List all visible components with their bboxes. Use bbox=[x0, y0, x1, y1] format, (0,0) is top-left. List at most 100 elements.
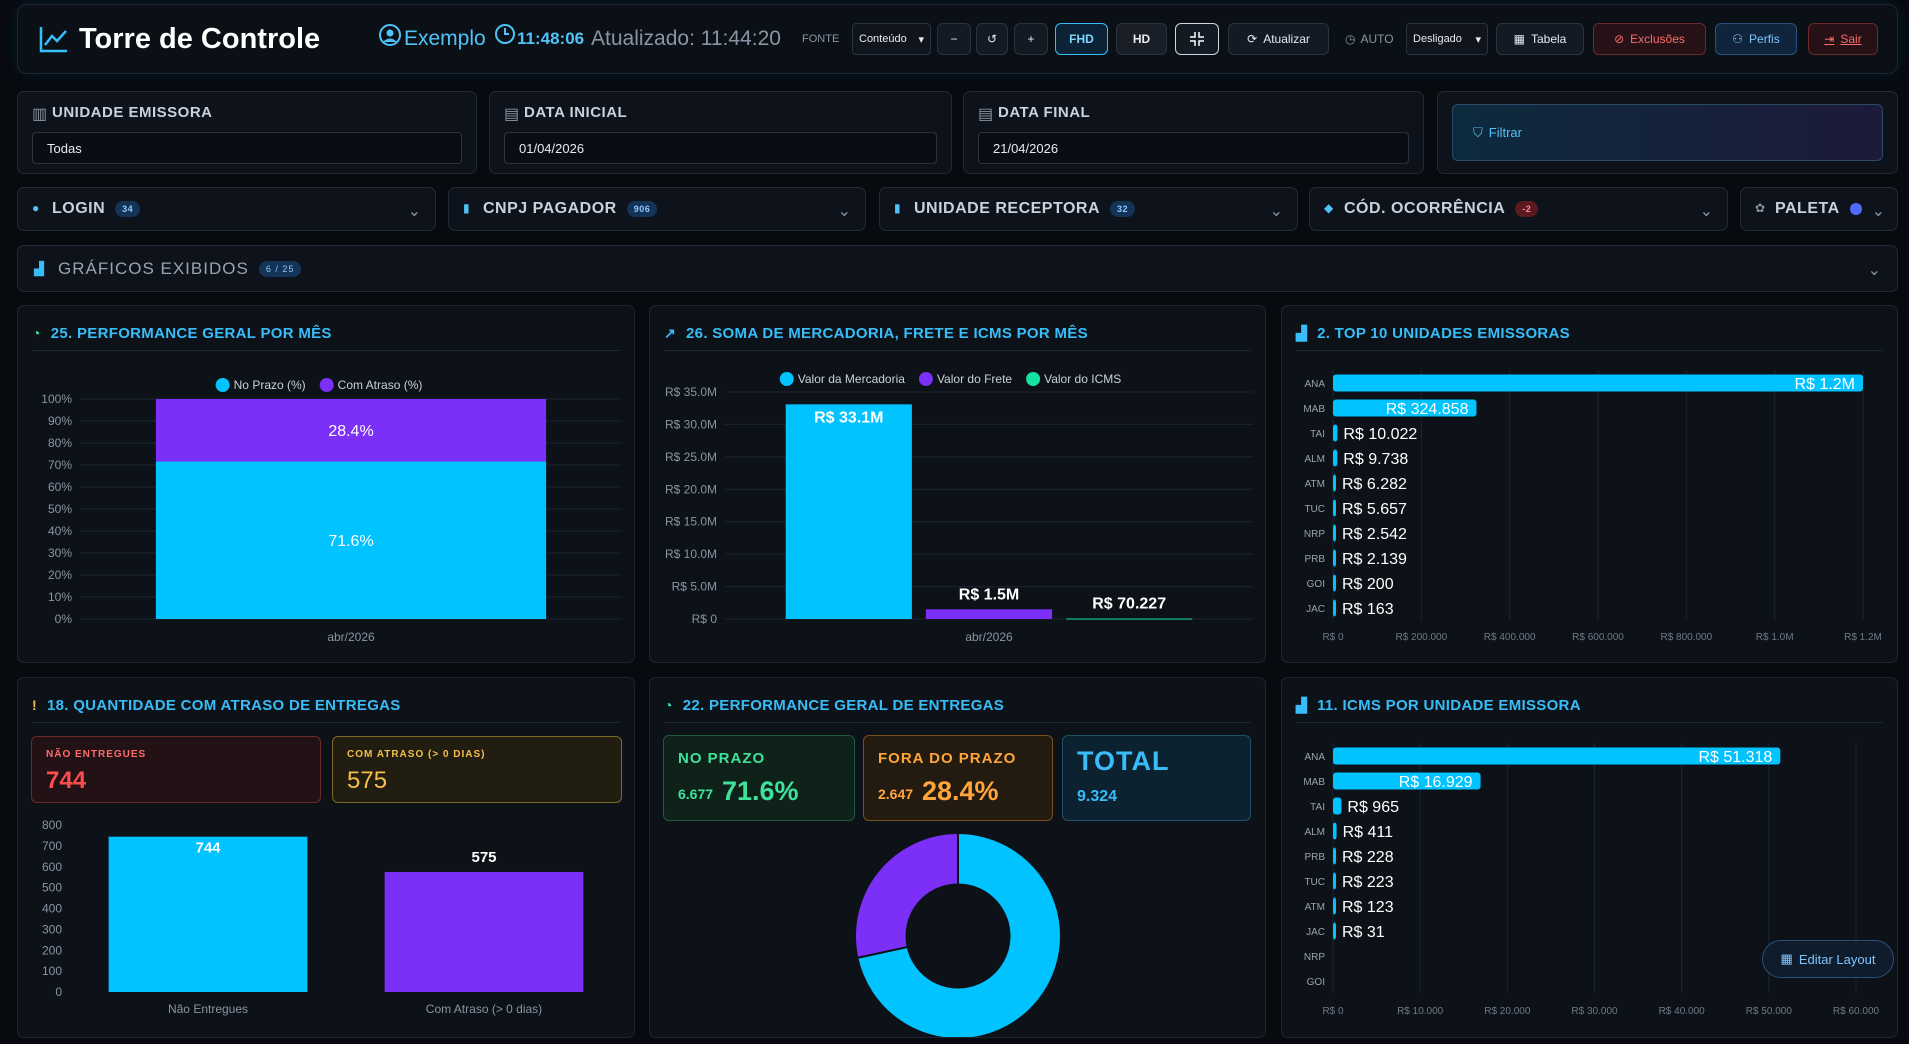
x-tick-label: R$ 10.000 bbox=[1397, 1006, 1444, 1017]
selector-login[interactable]: ● LOGIN 34 ⌄ bbox=[17, 187, 436, 231]
value-label: R$ 965 bbox=[1347, 799, 1399, 816]
font-reset[interactable]: ↺ bbox=[976, 23, 1008, 55]
x-tick-label: R$ 1.0M bbox=[1756, 632, 1794, 643]
x-tick-label: R$ 60.000 bbox=[1833, 1006, 1880, 1017]
bar bbox=[1333, 374, 1863, 392]
selector-label: LOGIN bbox=[52, 200, 106, 217]
panel-title: ↗ 26. SOMA DE MERCADORIA, FRETE E ICMS PO… bbox=[664, 316, 1251, 351]
y-tick-label: 100% bbox=[41, 392, 72, 406]
panel-title-text: 18. QUANTIDADE COM ATRASO DE ENTREGAS bbox=[46, 696, 401, 714]
selector-count: 34 bbox=[115, 201, 141, 217]
refresh-button[interactable]: ⟳ Atualizar bbox=[1228, 23, 1329, 55]
summary-card: COM ATRASO (> 0 DIAS) 575 bbox=[332, 736, 622, 803]
filter-label: UNIDADE EMISSORA bbox=[52, 104, 213, 121]
logout-button[interactable]: ⇥ Sair bbox=[1808, 23, 1878, 55]
x-tick-label: R$ 40.000 bbox=[1659, 1006, 1706, 1017]
edit-layout-button[interactable]: ▦ Editar Layout bbox=[1762, 940, 1894, 978]
card-title: NÃO ENTREGUES bbox=[46, 749, 147, 760]
panel-icon: ◔ bbox=[664, 697, 673, 713]
bar bbox=[1333, 549, 1336, 567]
profiles-button[interactable]: ⚇ Perfis bbox=[1715, 23, 1797, 55]
button-text: Editar Layout bbox=[1798, 951, 1876, 967]
selector-receiver[interactable]: ▮ UNIDADE RECEPTORA 32 ⌄ bbox=[879, 187, 1298, 231]
charts-shown[interactable]: ▟ GRÁFICOS EXIBIDOS 6 / 25 ⌄ bbox=[17, 245, 1898, 292]
chart-panel: 0% 10% 20% 30% 40% 50% 60% 70% 80% 90% 100% abr/202… bbox=[17, 305, 635, 663]
y-tick-label: TUC bbox=[1304, 504, 1325, 515]
filter-input[interactable]: 21/04/2026 bbox=[978, 132, 1409, 164]
selector-count: 32 bbox=[1110, 201, 1136, 217]
y-tick-label: MAB bbox=[1303, 404, 1325, 415]
auto-label: ◷ AUTO bbox=[1345, 32, 1394, 46]
font-select[interactable]: Conteúdo ▾ bbox=[852, 23, 931, 55]
selector-label: CNPJ PAGADOR bbox=[483, 200, 617, 217]
user-name: Exemplo bbox=[404, 27, 486, 50]
y-tick-label: R$ 10.0M bbox=[665, 547, 717, 561]
y-tick-label: TAI bbox=[1310, 429, 1325, 440]
font-increase[interactable]: + bbox=[1014, 23, 1048, 55]
x-tick-label: R$ 600.000 bbox=[1572, 632, 1624, 643]
bar bbox=[1333, 424, 1338, 442]
font-decrease[interactable]: − bbox=[937, 23, 971, 55]
hd-button[interactable]: HD bbox=[1116, 23, 1167, 55]
button-text: Exclusões bbox=[1630, 32, 1685, 46]
x-tick-label: R$ 200.000 bbox=[1395, 632, 1447, 643]
y-tick-label: PRB bbox=[1304, 554, 1325, 565]
summary-card: NO PRAZO 6.677 71.6% bbox=[663, 735, 855, 821]
bar bbox=[1333, 399, 1477, 417]
y-tick-label: R$ 0 bbox=[692, 612, 718, 626]
value-label: R$ 33.1M bbox=[814, 409, 883, 426]
bar bbox=[1333, 599, 1336, 617]
y-tick-label: ALM bbox=[1304, 827, 1325, 838]
y-tick-label: R$ 35.0M bbox=[665, 385, 717, 399]
legend: Valor da Mercadoria Valor do Frete Valor d… bbox=[779, 372, 1121, 386]
legend-swatch bbox=[918, 372, 933, 386]
value-label: R$ 6.282 bbox=[1342, 476, 1407, 493]
table-button[interactable]: ▦ Tabela bbox=[1496, 23, 1584, 55]
selector-label: UNIDADE RECEPTORA bbox=[914, 200, 1100, 217]
bar-segment bbox=[155, 399, 547, 462]
selector-count: 906 bbox=[626, 201, 658, 217]
chart-panel: R$ 0 R$ 5.0M R$ 10.0M R$ 15.0M R$ 20.0M R$ 25… bbox=[649, 305, 1266, 663]
header: Torre de Controle Exemplo 11:48:06 Atual… bbox=[17, 4, 1898, 74]
panel-title: ! 18. QUANTIDADE COM ATRASO DE ENTREGAS bbox=[32, 688, 620, 723]
chart-panel: ◔ 22. PERFORMANCE GERAL DE ENTREGAS NO PRA… bbox=[649, 677, 1266, 1038]
filter-button[interactable]: ⛉ Filtrar bbox=[1452, 104, 1883, 161]
y-tick-label: MAB bbox=[1303, 777, 1325, 788]
chart-panel: R$ 0 R$ 200.000 R$ 400.000 R$ 600.000 R$ 800… bbox=[1281, 305, 1898, 663]
summary-card: FORA DO PRAZO 2.647 28.4% bbox=[863, 735, 1053, 821]
fhd-button[interactable]: FHD bbox=[1055, 23, 1108, 55]
filter-input[interactable]: Todas bbox=[32, 132, 462, 164]
value-label: R$ 31 bbox=[1342, 924, 1385, 941]
panel-icon: ↗ bbox=[664, 324, 677, 341]
last-updated: Atualizado: 11:44:20 bbox=[591, 27, 781, 50]
x-tick-label: R$ 0 bbox=[1322, 1006, 1344, 1017]
legend-swatch bbox=[319, 378, 334, 392]
donut-slice bbox=[856, 831, 1062, 1037]
exclusions-button[interactable]: ⊘ Exclusões bbox=[1593, 23, 1706, 55]
card-percent: 28.4% bbox=[922, 776, 999, 806]
value-label: R$ 324.858 bbox=[1386, 401, 1469, 418]
selector-occurrence[interactable]: ◆ CÓD. OCORRÊNCIA -2 ⌄ bbox=[1309, 187, 1728, 231]
value-label: R$ 51.318 bbox=[1698, 749, 1772, 766]
bar bbox=[1066, 618, 1193, 620]
legend-label: Valor do ICMS bbox=[1044, 372, 1121, 386]
filter-input[interactable]: 01/04/2026 bbox=[504, 132, 937, 164]
value-label: R$ 2.139 bbox=[1342, 551, 1407, 568]
y-tick-label: 700 bbox=[42, 839, 62, 853]
auto-text: AUTO bbox=[1360, 32, 1394, 46]
selector-cnpj[interactable]: ▮ CNPJ PAGADOR 906 ⌄ bbox=[448, 187, 866, 231]
value-label: R$ 5.657 bbox=[1342, 501, 1407, 518]
card-title: NO PRAZO bbox=[678, 750, 766, 767]
charts-shown-count: 6 / 25 bbox=[258, 260, 302, 277]
clock-icon bbox=[495, 24, 515, 44]
chart-panel: 0 100 200 300 400 500 600 700 800 Não Entregues 74… bbox=[17, 677, 635, 1038]
value-label: R$ 9.738 bbox=[1343, 451, 1408, 468]
compact-button[interactable] bbox=[1175, 23, 1219, 55]
legend-label: No Prazo (%) bbox=[234, 378, 306, 392]
compact-icon bbox=[1190, 32, 1204, 46]
panel-title-text: 26. SOMA DE MERCADORIA, FRETE E ICMS POR… bbox=[686, 324, 1088, 342]
palette-selector[interactable]: ✿ PALETA ⌄ bbox=[1740, 187, 1898, 231]
auto-select[interactable]: Desligado ▾ bbox=[1406, 23, 1488, 55]
x-tick-label: R$ 800.000 bbox=[1660, 632, 1712, 643]
bar bbox=[108, 836, 308, 992]
